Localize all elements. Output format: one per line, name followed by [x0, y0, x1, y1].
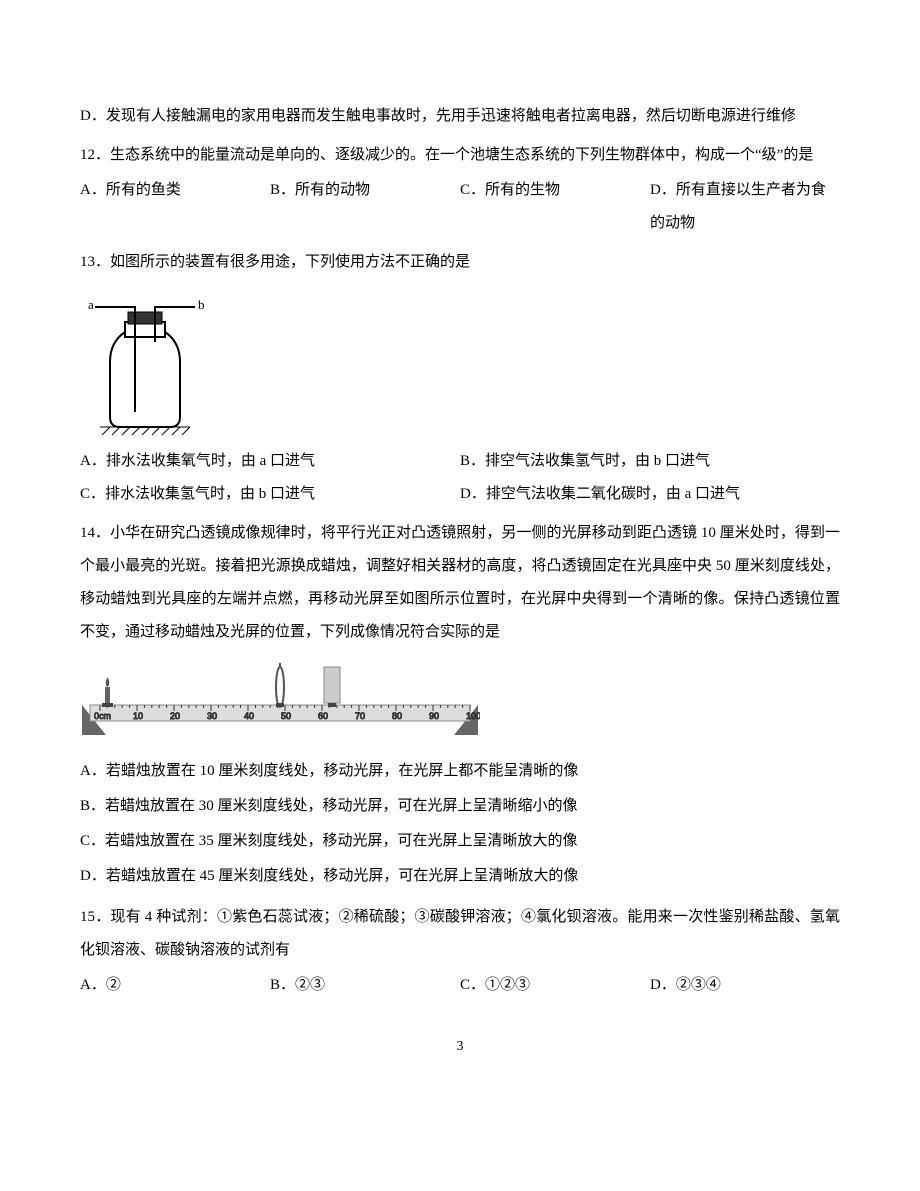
option-A: A．②	[80, 969, 270, 1002]
option-C: C．所有的生物	[460, 174, 650, 240]
option-D: D．所有直接以生产者为食的动物	[650, 174, 840, 240]
option-B: B．所有的动物	[270, 174, 460, 240]
question-12-stem: 12．生态系统中的能量流动是单向的、逐级减少的。在一个池塘生态系统的下列生物群体…	[80, 139, 840, 172]
gas-bottle-diagram: a b	[80, 287, 210, 437]
question-13-figure: a b	[80, 287, 840, 437]
svg-text:60: 60	[318, 711, 328, 721]
svg-text:0cm: 0cm	[94, 711, 111, 721]
option-A: A．若蜡烛放置在 10 厘米刻度线处，移动光屏，在光屏上都不能呈清晰的像	[80, 755, 840, 788]
question-13-options: A．排水法收集氧气时，由 a 口进气 B．排空气法收集氢气时，由 b 口进气 C…	[80, 445, 840, 511]
question-14-options: A．若蜡烛放置在 10 厘米刻度线处，移动光屏，在光屏上都不能呈清晰的像 B．若…	[80, 755, 840, 895]
svg-text:40: 40	[244, 711, 254, 721]
svg-text:90: 90	[429, 711, 439, 721]
question-13-stem: 13．如图所示的装置有很多用途，下列使用方法不正确的是	[80, 246, 840, 279]
question-15-options: A．② B．②③ C．①②③ D．②③④	[80, 969, 840, 1002]
option-A: A．所有的鱼类	[80, 174, 270, 240]
option-C: C．①②③	[460, 969, 650, 1002]
option-D: D．排空气法收集二氧化碳时，由 a 口进气	[460, 478, 840, 511]
svg-text:70: 70	[355, 711, 365, 721]
screen-icon	[324, 667, 340, 707]
question-14: 14．小华在研究凸透镜成像规律时，将平行光正对凸透镜照射，另一侧的光屏移动到距凸…	[80, 517, 840, 895]
option-A: A．排水法收集氧气时，由 a 口进气	[80, 445, 460, 478]
label-a: a	[88, 297, 94, 312]
option-D: D．若蜡烛放置在 45 厘米刻度线处，移动光屏，可在光屏上呈清晰放大的像	[80, 860, 840, 893]
question-11-opt-d: D．发现有人接触漏电的家用电器而发生触电事故时，先用手迅速将触电者拉离电器，然后…	[80, 100, 840, 133]
option-C: C．排水法收集氢气时，由 b 口进气	[80, 478, 460, 511]
question-15-stem: 15．现有 4 种试剂：①紫色石蕊试液；②稀硫酸；③碳酸钾溶液；④氯化钡溶液。能…	[80, 901, 840, 967]
question-13: 13．如图所示的装置有很多用途，下列使用方法不正确的是	[80, 246, 840, 511]
label-b: b	[198, 297, 205, 312]
svg-text:30: 30	[207, 711, 217, 721]
optical-bench-diagram: 0cm 10 20 30 40 50 60 70 80 90 100	[80, 657, 480, 747]
option-B: B．②③	[270, 969, 460, 1002]
option-B: B．排空气法收集氢气时，由 b 口进气	[460, 445, 840, 478]
svg-text:50: 50	[281, 711, 291, 721]
svg-text:10: 10	[133, 711, 143, 721]
question-12-options: A．所有的鱼类 B．所有的动物 C．所有的生物 D．所有直接以生产者为食的动物	[80, 174, 840, 240]
candle-icon	[102, 677, 113, 707]
question-12: 12．生态系统中的能量流动是单向的、逐级减少的。在一个池塘生态系统的下列生物群体…	[80, 139, 840, 240]
option-D-text: D．发现有人接触漏电的家用电器而发生触电事故时，先用手迅速将触电者拉离电器，然后…	[80, 100, 840, 133]
option-C: C．若蜡烛放置在 35 厘米刻度线处，移动光屏，可在光屏上呈清晰放大的像	[80, 825, 840, 858]
page-number: 3	[80, 1032, 840, 1063]
question-14-stem: 14．小华在研究凸透镜成像规律时，将平行光正对凸透镜照射，另一侧的光屏移动到距凸…	[80, 517, 840, 649]
svg-text:100: 100	[466, 711, 480, 721]
svg-text:20: 20	[170, 711, 180, 721]
option-B: B．若蜡烛放置在 30 厘米刻度线处，移动光屏，可在光屏上呈清晰缩小的像	[80, 790, 840, 823]
option-D: D．②③④	[650, 969, 840, 1002]
lens-icon	[276, 663, 284, 707]
svg-text:80: 80	[392, 711, 402, 721]
question-15: 15．现有 4 种试剂：①紫色石蕊试液；②稀硫酸；③碳酸钾溶液；④氯化钡溶液。能…	[80, 901, 840, 1002]
question-14-figure: 0cm 10 20 30 40 50 60 70 80 90 100	[80, 657, 840, 747]
